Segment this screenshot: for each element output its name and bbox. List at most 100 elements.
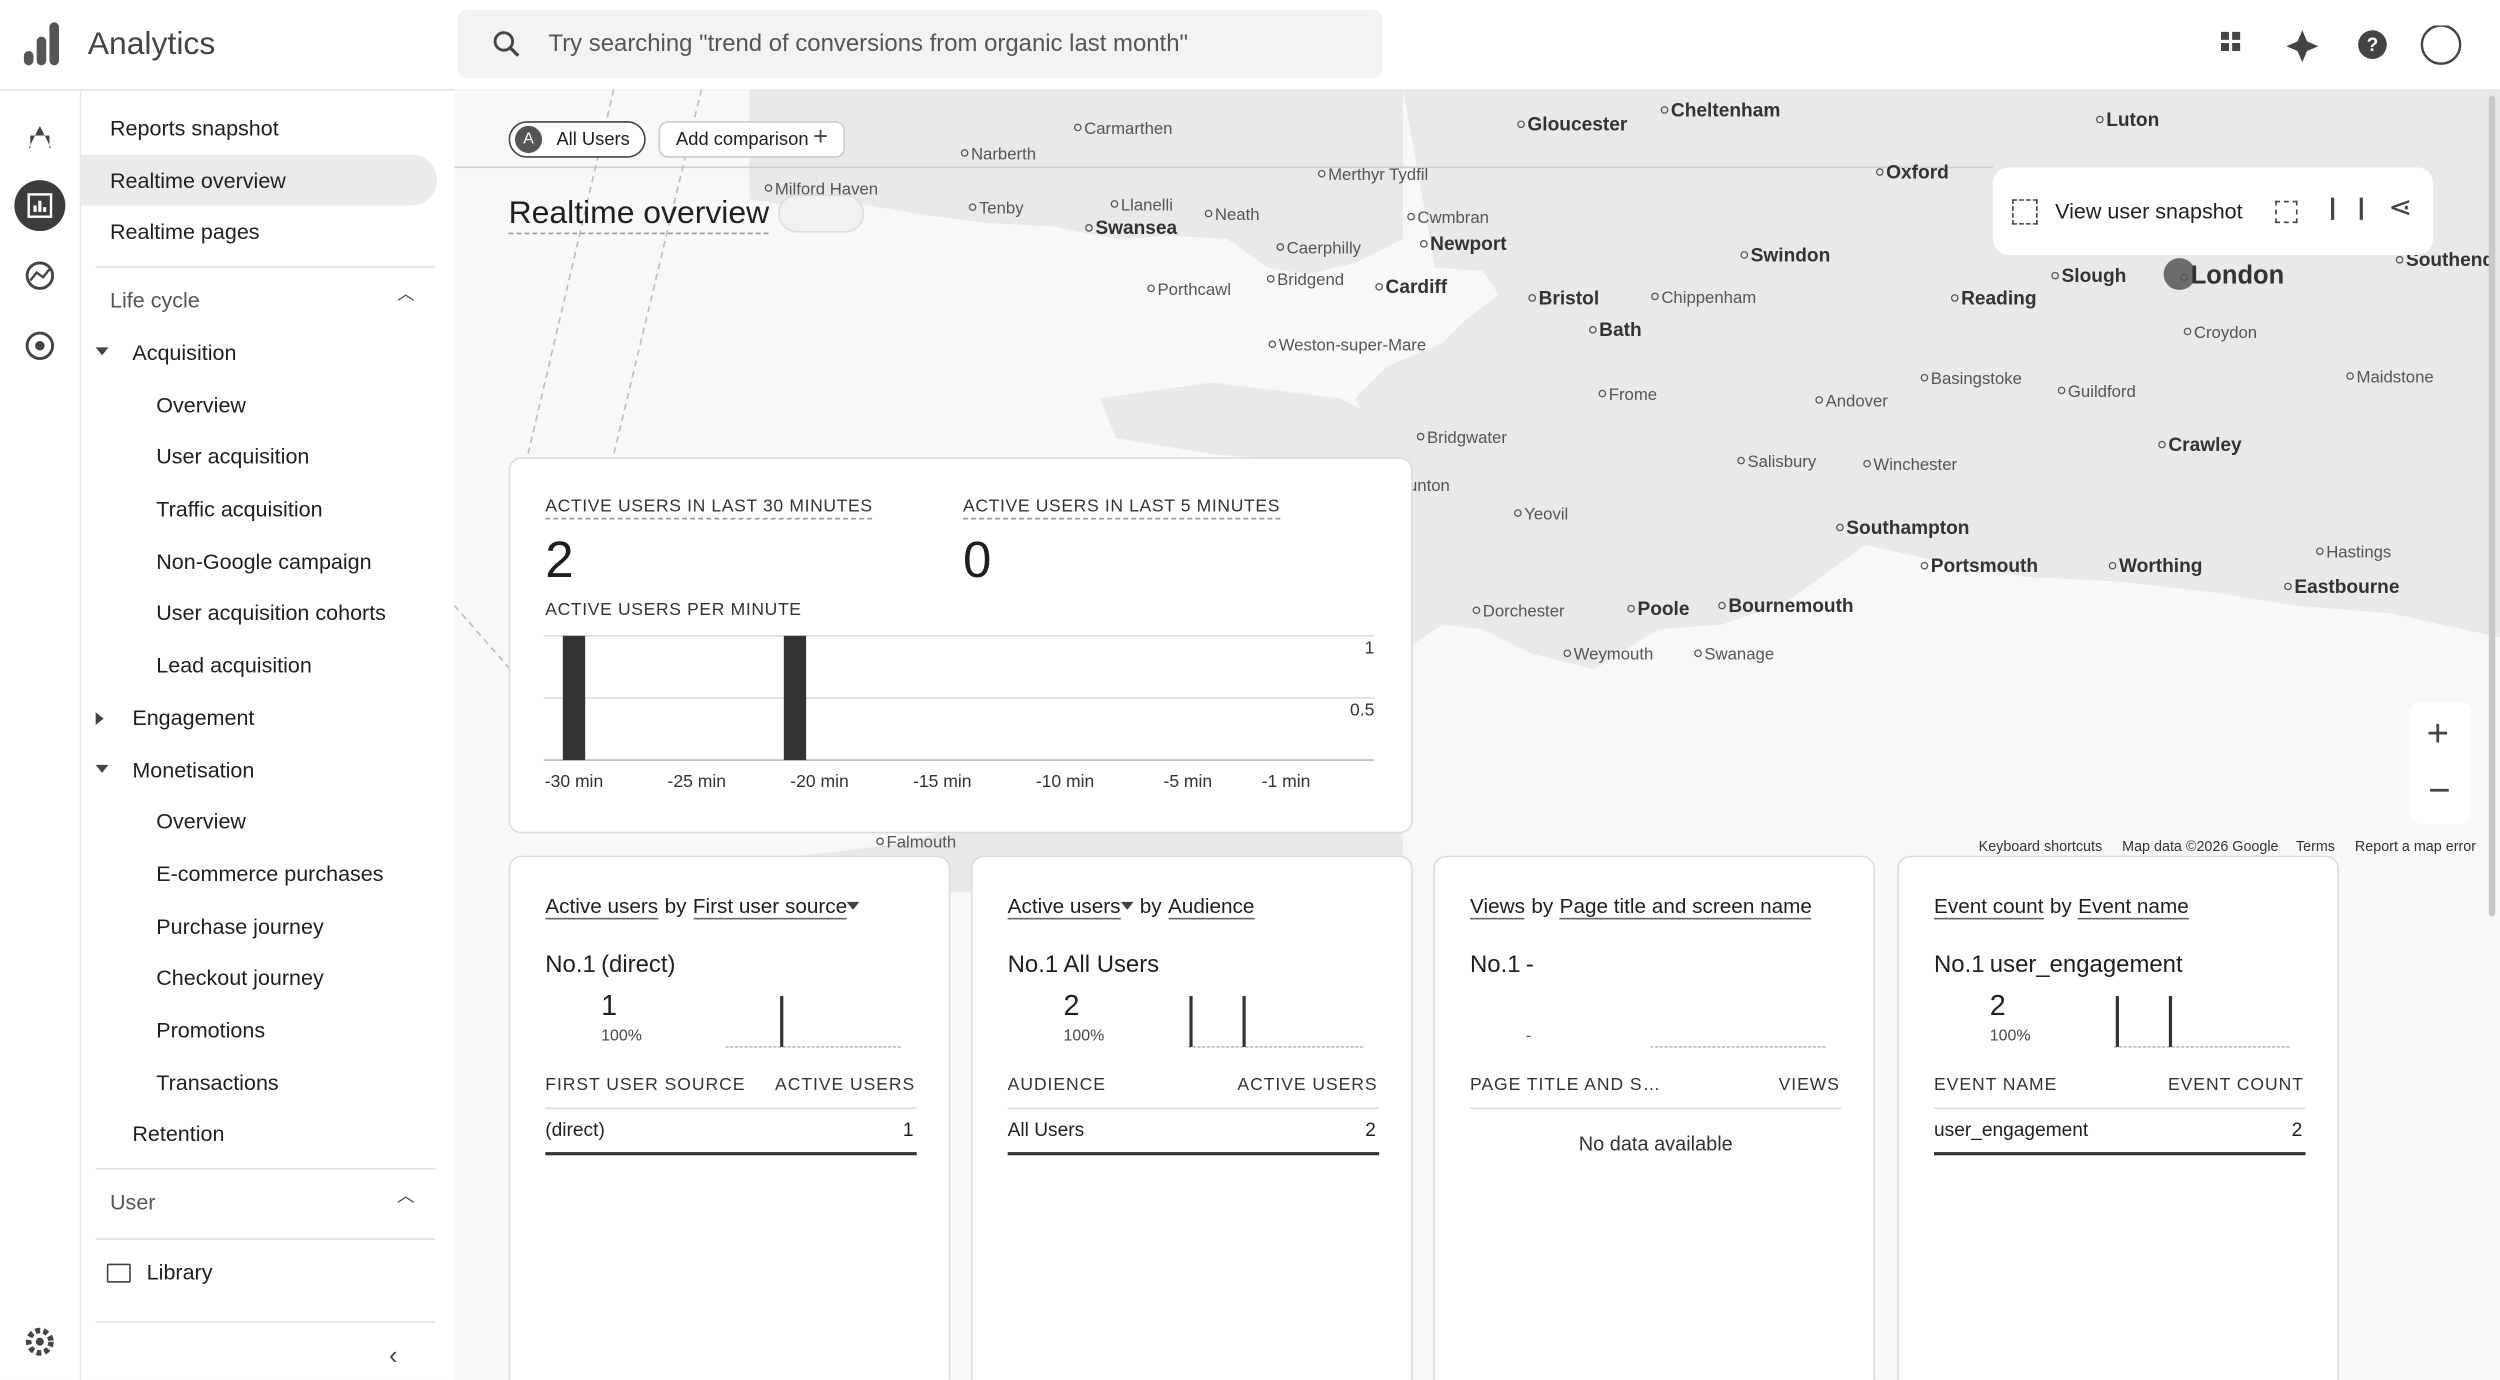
card-title-part[interactable]: Page title and screen name	[1559, 893, 1812, 920]
card-title-part[interactable]: Active users	[1007, 893, 1121, 920]
nav-item[interactable]: Reports snapshot	[110, 116, 279, 141]
place-label: Tenby	[979, 199, 1024, 218]
row-rule	[1007, 1152, 1380, 1156]
nav-item[interactable]: Realtime overview	[110, 168, 286, 193]
route-line	[454, 605, 511, 670]
nav-item[interactable]: Retention	[132, 1122, 225, 1147]
nav-item[interactable]: User acquisition cohorts	[156, 601, 386, 626]
header-icons: ?	[2220, 25, 2462, 65]
share-icon[interactable]: ⋖	[2388, 191, 2413, 224]
spark-bar	[2115, 995, 2119, 1047]
report-card: Active users by First user source No.1 (dire…	[508, 855, 951, 1380]
nav-item[interactable]: Acquisition	[132, 340, 237, 365]
add-comparison[interactable]: Add comparison +	[658, 121, 846, 158]
column-header[interactable]: ACTIVE USERS	[1237, 1075, 1378, 1095]
nav-item[interactable]: Transactions	[156, 1070, 279, 1095]
nav-item[interactable]: Overview	[156, 809, 246, 834]
place-label: Southend	[2406, 250, 2494, 271]
x-tick-label: -5 min	[1163, 771, 1212, 791]
title-badge[interactable]	[778, 194, 865, 233]
zoom-in[interactable]: +	[2426, 712, 2450, 756]
place-label: Oxford	[1886, 162, 1949, 183]
card-title-part[interactable]: Views	[1470, 893, 1525, 920]
place-label: Cheltenham	[1671, 100, 1780, 121]
nav-item[interactable]: Promotions	[156, 1018, 266, 1043]
sparkline	[1650, 1046, 1826, 1048]
card-title-part: by	[2049, 893, 2072, 918]
map-footer[interactable]: Map data ©2026 Google	[2122, 839, 2278, 855]
nav-item[interactable]: Non-Google campaign	[156, 549, 372, 574]
nav-item[interactable]: Library	[146, 1260, 213, 1285]
nav-item[interactable]: E-commerce purchases	[156, 861, 384, 886]
rank: No.1	[545, 950, 596, 978]
header-rule	[1007, 1107, 1380, 1110]
place-label: London	[2191, 262, 2284, 290]
dropdown-caret[interactable]	[847, 901, 860, 910]
zoom-out[interactable]: −	[2428, 769, 2451, 813]
column-header[interactable]: VIEWS	[1778, 1075, 1840, 1095]
snapshot-button[interactable]: View user snapshot	[2055, 199, 2243, 223]
nav-panel: Reports snapshot Realtime overview Realtim…	[81, 90, 455, 1380]
column-header[interactable]: EVENT COUNT	[2167, 1075, 2304, 1095]
nav-item[interactable]: Realtime pages	[110, 220, 260, 245]
nav-item[interactable]: Overview	[156, 392, 246, 417]
fullscreen-icon[interactable]	[2275, 200, 2298, 224]
card-title-part[interactable]: Audience	[1167, 893, 1255, 920]
collapse-button[interactable]: ‹	[389, 1343, 398, 1371]
card-title-part[interactable]: Event name	[2078, 893, 2189, 920]
map-footer[interactable]: Terms	[2296, 839, 2335, 855]
nav-item[interactable]: Monetisation	[132, 757, 255, 782]
row-value: 2	[1365, 1118, 1376, 1142]
row-label: All Users	[1007, 1118, 1085, 1142]
nav-divider	[95, 1321, 436, 1323]
column-header[interactable]: ACTIVE USERS	[775, 1075, 916, 1095]
nav-item[interactable]: User	[110, 1190, 156, 1215]
place-dot	[2284, 582, 2292, 591]
place-label: Bath	[1599, 320, 1641, 341]
nav-item[interactable]: Lead acquisition	[156, 653, 312, 678]
row-value: 2	[2291, 1118, 2303, 1142]
route-line	[613, 89, 703, 455]
place-dot	[1563, 649, 1572, 658]
nav-item[interactable]: Checkout journey	[156, 966, 324, 991]
nav-item[interactable]: Engagement	[132, 705, 255, 730]
card-title-part: by	[1531, 893, 1554, 918]
report-card: Active users by Audience No.1 All Users 2 100%…	[970, 855, 1413, 1380]
map-footer[interactable]: Report a map error	[2355, 839, 2476, 855]
left-rail	[0, 90, 82, 1380]
logo	[23, 22, 59, 66]
card-title-part[interactable]: First user source	[692, 893, 848, 920]
dropdown-caret[interactable]	[1120, 901, 1134, 910]
place-label: Guildford	[2068, 382, 2136, 401]
nav-item[interactable]: Traffic acquisition	[156, 497, 323, 522]
place-label: Dorchester	[1483, 602, 1565, 621]
nav-item[interactable]: Life cycle	[110, 288, 200, 313]
snapshot-icon	[2012, 199, 2038, 225]
place-label: Carmarthen	[1084, 119, 1172, 138]
compare-icon[interactable]	[2331, 197, 2363, 220]
card-title-part[interactable]: Event count	[1934, 893, 2044, 920]
top-item: All Users	[1063, 950, 1160, 978]
nav-item[interactable]: Purchase journey	[156, 914, 324, 938]
place-label: Winchester	[1873, 455, 1957, 474]
top-item: (direct)	[601, 950, 676, 978]
place-label: Swanage	[1704, 645, 1774, 664]
metric-label: ACTIVE USERS IN LAST 5 MINUTES	[963, 498, 1281, 520]
sparkline	[2114, 995, 2290, 1048]
row-rule	[545, 1152, 917, 1156]
expand-arrow	[95, 764, 109, 773]
card-title-part[interactable]: Active users	[545, 893, 659, 920]
summary-card: ACTIVE USERS IN LAST 30 MINUTES 2 ACTIVE U…	[508, 457, 1413, 834]
place-dot	[1815, 396, 1824, 404]
nav-item[interactable]: User acquisition	[156, 445, 310, 470]
column-header: AUDIENCE	[1007, 1075, 1106, 1095]
place-dot	[1276, 243, 1285, 251]
comparison-chip[interactable]: A All Users	[508, 121, 646, 158]
place-label: Chippenham	[1661, 288, 1756, 307]
place-label: Cwmbran	[1417, 208, 1489, 227]
place-dot	[1419, 239, 1428, 248]
map-footer[interactable]: Keyboard shortcuts	[1979, 839, 2102, 855]
action-panel: View user snapshot ⋖	[1993, 167, 2434, 255]
search-box[interactable]: Try searching "trend of conversions from…	[457, 9, 1383, 79]
place-dot	[1204, 209, 1213, 218]
